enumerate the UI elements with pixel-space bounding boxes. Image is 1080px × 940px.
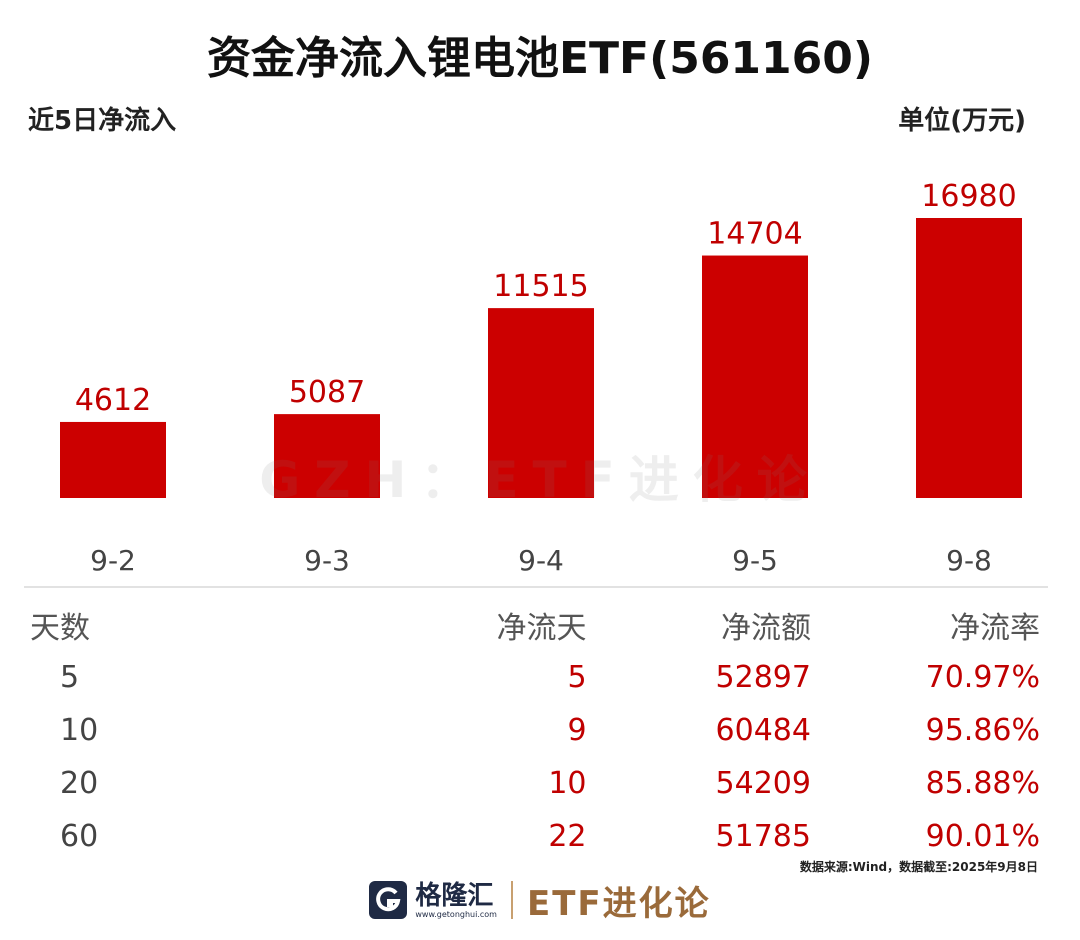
- bar-9-2: [60, 421, 166, 498]
- cell-days: 60: [60, 819, 99, 854]
- table-row: 5 5 52897 70.97%: [30, 651, 1040, 704]
- bar-9-5: [702, 255, 808, 498]
- cell-flow-amount: 51785: [715, 819, 811, 854]
- brand-name: ETF进化论: [526, 883, 711, 924]
- x-tick-label: 9-8: [946, 544, 992, 577]
- table-row: 10 9 60484 95.86%: [30, 704, 1040, 757]
- cell-flow-days: 10: [548, 766, 587, 801]
- cell-flow-amount: 52897: [715, 660, 811, 695]
- x-tick-label: 9-3: [304, 544, 350, 577]
- header-flow-amount: 净流额: [720, 610, 811, 646]
- cell-flow-amount: 54209: [715, 766, 811, 801]
- gelonghui-g-icon: [369, 881, 408, 919]
- cell-flow-rate: 70.97%: [925, 660, 1040, 695]
- data-label: 16980: [921, 179, 1016, 214]
- cell-flow-days: 9: [567, 713, 587, 748]
- bar-chart: 4612 9-2 5087 9-3 11515 9-4 14704 9-5 16980 9-8: [60, 179, 1022, 577]
- flow-stats-table: 天数 净流天 净流额 净流率 5 5 52897 70.97% 10 9 604…: [30, 598, 1040, 863]
- data-label: 4612: [75, 383, 151, 418]
- data-label: 14704: [707, 217, 802, 252]
- bar-9-4: [488, 308, 594, 498]
- cell-days: 20: [60, 766, 99, 801]
- divider: [24, 586, 1048, 588]
- cell-flow-amount: 60484: [715, 713, 811, 748]
- footer-separator: [510, 881, 513, 919]
- data-source-note: 数据来源:Wind，数据截至:2025年9月8日: [799, 860, 1038, 874]
- table-header-row: 天数 净流天 净流额 净流率: [30, 598, 1040, 651]
- chart-title: 资金净流入锂电池ETF(561160): [206, 33, 874, 84]
- bar-9-8: [916, 218, 1022, 498]
- chart-subtitle: 近5日净流入: [28, 106, 177, 136]
- x-tick-label: 9-2: [90, 544, 136, 577]
- logo-text: 格隆汇 www.getonghui.com: [415, 882, 497, 919]
- cell-flow-rate: 85.88%: [925, 766, 1040, 801]
- cell-flow-rate: 90.01%: [925, 819, 1040, 854]
- data-label: 11515: [493, 269, 588, 304]
- x-tick-label: 9-4: [518, 544, 564, 577]
- header-flow-rate: 净流率: [950, 610, 1040, 646]
- watermark: GZH：ETF进化论: [259, 451, 821, 509]
- logo-url: www.getonghui.com: [415, 909, 497, 919]
- data-label: 5087: [289, 375, 365, 410]
- cell-flow-days: 22: [548, 819, 587, 854]
- footer: 格隆汇 www.getonghui.com ETF进化论: [0, 872, 1080, 928]
- unit-label: 单位(万元): [898, 106, 1026, 136]
- table-row: 60 22 51785 90.01%: [30, 810, 1040, 863]
- cell-flow-days: 5: [567, 660, 587, 695]
- x-tick-label: 9-5: [732, 544, 778, 577]
- logo-name: 格隆汇: [415, 880, 494, 911]
- header-flow-days: 净流天: [496, 610, 587, 646]
- cell-days: 5: [60, 660, 80, 695]
- cell-days: 10: [60, 713, 99, 748]
- bar-9-3: [274, 414, 380, 498]
- header-days: 天数: [30, 610, 90, 646]
- cell-flow-rate: 95.86%: [925, 713, 1040, 748]
- table-row: 20 10 54209 85.88%: [30, 757, 1040, 810]
